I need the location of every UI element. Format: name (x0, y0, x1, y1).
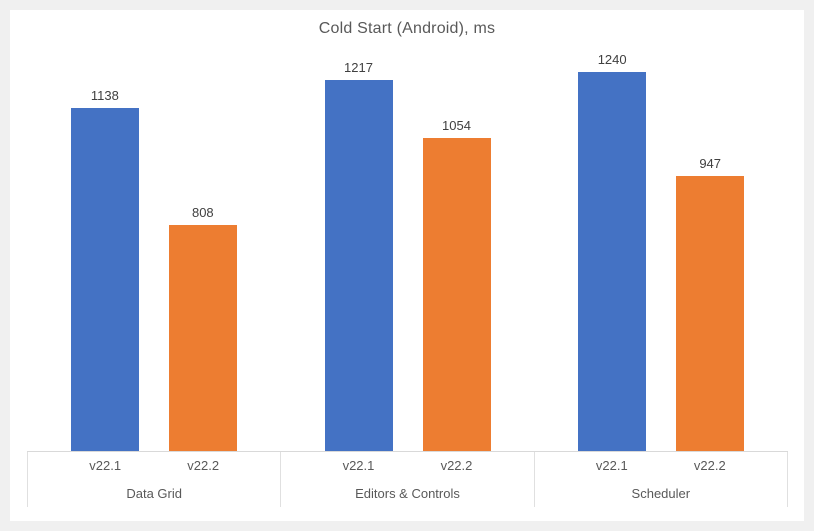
bar-group-scheduler: 1240 947 (534, 47, 788, 451)
series-tick-label-v22.2: v22.2 (187, 458, 220, 474)
chart-card: Cold Start (Android), ms 1138 808 1217 1054… (10, 10, 804, 521)
bar-value-label: 808 (191, 205, 214, 220)
bar-value-label: 1054 (442, 118, 471, 133)
series-tick-row: v22.1 v22.2 (281, 452, 533, 480)
series-tick-label-v22.1: v22.1 (342, 458, 375, 474)
bar-v22.2-scheduler (676, 176, 745, 451)
plot-area: 1138 808 1217 1054 1240 947 (27, 47, 788, 451)
category-axis: v22.1 v22.2 Data Grid v22.1 v22.2 Editors & C… (27, 451, 788, 507)
bar-value-label: 1240 (597, 52, 627, 67)
series-tick-row: v22.1 v22.2 (535, 452, 787, 480)
category-label-scheduler: Scheduler (631, 485, 691, 501)
bar-v22.2-data-grid (168, 225, 237, 451)
series-tick-label-v22.2: v22.2 (693, 458, 726, 474)
bar-value-label: 1217 (344, 60, 373, 75)
category-label-data-grid: Data Grid (126, 485, 182, 501)
bar-v22.2-editors-controls (422, 138, 491, 451)
bar-slot-v22.1-data-grid: 1138 (70, 47, 139, 451)
series-tick-row: v22.1 v22.2 (28, 452, 280, 480)
bar-value-label: 947 (699, 156, 722, 171)
category-label-editors-controls: Editors & Controls (355, 485, 460, 501)
bar-v22.1-editors-controls (324, 80, 393, 451)
bar-slot-v22.2-data-grid: 808 (168, 47, 237, 451)
bar-group-data-grid: 1138 808 (27, 47, 281, 451)
axis-cell-scheduler: v22.1 v22.2 Scheduler (533, 452, 788, 507)
series-tick-label-v22.1: v22.1 (89, 458, 122, 474)
bar-slot-v22.1-editors-controls: 1217 (324, 47, 393, 451)
bar-slot-v22.2-scheduler: 947 (676, 47, 745, 451)
bar-slot-v22.2-editors-controls: 1054 (422, 47, 491, 451)
bar-group-editors-controls: 1217 1054 (281, 47, 535, 451)
chart-title: Cold Start (Android), ms (318, 19, 496, 37)
series-tick-label-v22.2: v22.2 (440, 458, 473, 474)
bar-slot-v22.1-scheduler: 1240 (578, 47, 647, 451)
series-tick-label-v22.1: v22.1 (595, 458, 628, 474)
bar-v22.1-scheduler (578, 72, 647, 451)
bar-v22.1-data-grid (70, 108, 139, 451)
axis-cell-editors-controls: v22.1 v22.2 Editors & Controls (280, 452, 533, 507)
axis-cell-data-grid: v22.1 v22.2 Data Grid (27, 452, 280, 507)
bar-value-label: 1138 (90, 88, 119, 103)
